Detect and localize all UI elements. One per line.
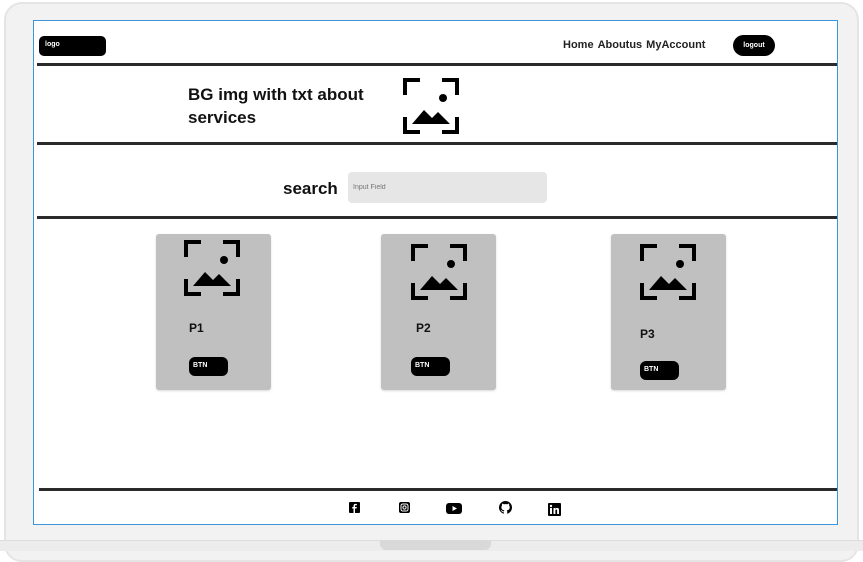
product-button[interactable]: BTN [411,357,450,376]
facebook-icon[interactable] [349,502,360,513]
product-button[interactable]: BTN [189,357,228,376]
logout-button[interactable]: logout [733,35,775,56]
github-icon[interactable] [499,501,512,514]
laptop-notch [380,540,491,550]
youtube-icon[interactable] [446,503,462,514]
product-title: P2 [416,321,431,335]
product-card: P1 BTN [156,234,271,390]
footer-social-icons [34,501,837,520]
main-nav: Home Aboutus MyAccount [563,39,705,51]
search-input[interactable] [348,172,547,203]
product-image-icon [411,244,467,300]
product-title: P1 [189,321,204,335]
header-divider [37,63,837,66]
nav-myaccount[interactable]: MyAccount [646,39,706,51]
product-button[interactable]: BTN [640,361,679,380]
search-label: search [283,179,338,198]
logo[interactable]: logo [39,36,106,56]
instagram-icon[interactable] [399,502,410,513]
hero-divider [37,142,837,145]
product-card: P3 BTN [611,234,726,390]
wireframe-screen: logo Home Aboutus MyAccount logout BG im… [33,20,838,525]
hero-image-icon [403,78,459,134]
product-card: P2 BTN [381,234,496,390]
nav-home[interactable]: Home [563,39,594,51]
product-title: P3 [640,327,655,341]
hero-text: BG img with txt about services [188,85,364,127]
product-image-icon [184,240,240,296]
nav-aboutus[interactable]: Aboutus [597,39,643,51]
product-image-icon [640,244,696,300]
linkedin-icon[interactable] [548,503,561,516]
search-divider [37,216,837,219]
footer-divider [39,488,837,491]
